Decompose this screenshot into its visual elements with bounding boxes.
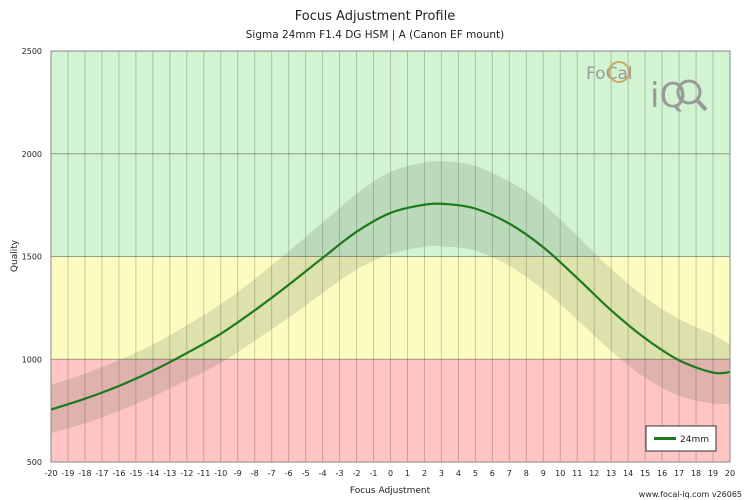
x-tick-label: -4 bbox=[319, 469, 327, 478]
x-tick-label: -10 bbox=[214, 469, 227, 478]
confidence-band bbox=[51, 161, 730, 434]
x-tick-label: 1 bbox=[405, 469, 410, 478]
x-tick-label: 6 bbox=[490, 469, 495, 478]
x-tick-label: -19 bbox=[61, 469, 74, 478]
quality-band-0 bbox=[51, 359, 730, 462]
x-tick-label: 18 bbox=[691, 469, 701, 478]
x-tick-label: 3 bbox=[439, 469, 444, 478]
x-tick-label: 5 bbox=[473, 469, 478, 478]
y-tick-label: 2500 bbox=[22, 47, 42, 56]
x-tick-label: -20 bbox=[44, 469, 57, 478]
chart-title: Focus Adjustment Profile bbox=[295, 9, 455, 24]
legend: 24mm bbox=[645, 425, 717, 452]
x-tick-label: 13 bbox=[606, 469, 616, 478]
x-tick-label: -13 bbox=[163, 469, 176, 478]
x-tick-label: -9 bbox=[234, 469, 242, 478]
magnifier-handle bbox=[695, 98, 708, 112]
x-tick-label: 14 bbox=[623, 469, 633, 478]
x-axis-label: Focus Adjustment bbox=[350, 486, 431, 496]
x-tick-label: -17 bbox=[95, 469, 108, 478]
y-axis-label: Quality bbox=[10, 239, 20, 272]
y-tick-label: 2000 bbox=[22, 150, 42, 159]
x-tick-label: -15 bbox=[129, 469, 142, 478]
magnifier-icon bbox=[676, 79, 702, 105]
grid-lines bbox=[50, 50, 731, 463]
x-tick-label: 8 bbox=[524, 469, 529, 478]
x-tick-label: -14 bbox=[146, 469, 159, 478]
x-tick-label: -8 bbox=[251, 469, 259, 478]
x-tick-label: -11 bbox=[197, 469, 210, 478]
quality-band-2 bbox=[51, 51, 730, 257]
x-tick-label: -1 bbox=[370, 469, 378, 478]
x-tick-label: -6 bbox=[285, 469, 293, 478]
x-tick-label: 2 bbox=[422, 469, 427, 478]
x-tick-label: 4 bbox=[456, 469, 461, 478]
logo-iq-text: iQ bbox=[650, 76, 686, 116]
x-tick-labels: -20 -19 -18 -17 -16 -15 -14 -13 -12 -11 -10 -9 -8 -7-… bbox=[44, 469, 735, 478]
x-tick-label: 7 bbox=[507, 469, 512, 478]
x-tick-label: -12 bbox=[180, 469, 193, 478]
y-tick-label: 500 bbox=[27, 458, 42, 467]
x-tick-label: -18 bbox=[78, 469, 91, 478]
x-tick-label: 16 bbox=[657, 469, 667, 478]
x-tick-label: 11 bbox=[572, 469, 582, 478]
x-tick-label: 20 bbox=[725, 469, 735, 478]
y-tick-label: 1500 bbox=[22, 253, 42, 262]
series-layer bbox=[50, 161, 731, 434]
x-tick-label: 0 bbox=[388, 469, 393, 478]
x-tick-label: 17 bbox=[674, 469, 684, 478]
x-tick-label: -7 bbox=[268, 469, 276, 478]
x-tick-label: -5 bbox=[302, 469, 310, 478]
x-tick-label: 12 bbox=[589, 469, 599, 478]
series-line-24mm bbox=[50, 202, 731, 411]
y-tick-labels: 500 1000 1500 2000 2500 bbox=[22, 47, 42, 467]
quality-band-1 bbox=[51, 256, 730, 360]
credit-text: www.focal-iq.com v26065 bbox=[639, 490, 742, 499]
x-tick-label: 15 bbox=[640, 469, 650, 478]
chart-subtitle: Sigma 24mm F1.4 DG HSM | A (Canon EF mou… bbox=[246, 29, 505, 41]
x-tick-label: 9 bbox=[541, 469, 546, 478]
y-tick-label: 1000 bbox=[22, 355, 42, 364]
x-tick-label: -2 bbox=[353, 469, 361, 478]
x-tick-label: 10 bbox=[555, 469, 565, 478]
logo-ring bbox=[608, 61, 630, 83]
x-tick-label: -16 bbox=[112, 469, 125, 478]
focal-iq-logo: FoCal iQ bbox=[586, 61, 708, 116]
x-tick-label: -3 bbox=[336, 469, 344, 478]
quality-bands bbox=[51, 51, 730, 462]
plot-frame bbox=[50, 50, 731, 463]
legend-label: 24mm bbox=[680, 435, 709, 445]
x-tick-label: 19 bbox=[708, 469, 718, 478]
